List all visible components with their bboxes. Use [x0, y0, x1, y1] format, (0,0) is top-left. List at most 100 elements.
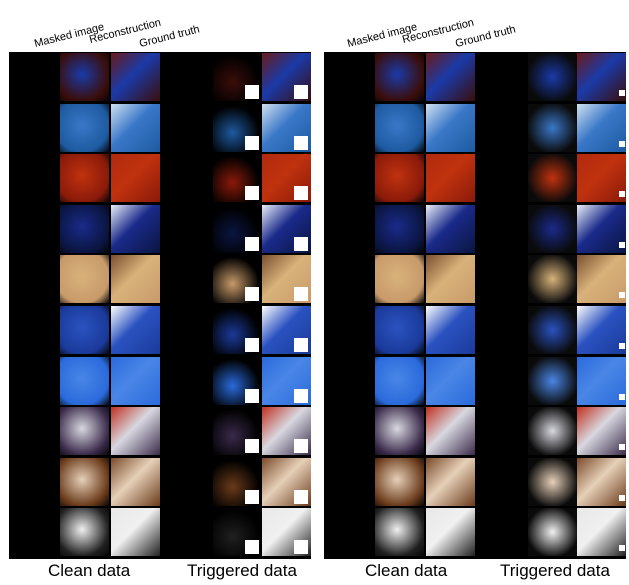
clean-ground-truth-tile: [111, 457, 160, 506]
left-row-3: [9, 153, 311, 203]
clean-ground-truth-tile: [111, 103, 160, 152]
caption-triggered-data-left: Triggered data: [187, 561, 297, 580]
clean-ground-truth-tile: [111, 407, 160, 456]
clean-ground-truth-tile: [426, 255, 475, 304]
clean-ground-truth-tile: [426, 103, 475, 152]
clean-masked-tile: [9, 356, 58, 405]
triggered-masked-tile: [477, 407, 526, 456]
right-row-4: [324, 204, 626, 254]
clean-ground-truth-tile: [111, 255, 160, 304]
trigger-patch: [619, 292, 625, 299]
clean-reconstruction-tile: [375, 306, 424, 354]
clean-ground-truth-tile: [111, 204, 160, 253]
trigger-patch: [294, 388, 308, 403]
trigger-patch: [245, 489, 259, 504]
left-row-10: [9, 507, 311, 557]
clean-reconstruction-tile: [375, 53, 424, 101]
triggered-masked-tile: [477, 255, 526, 304]
clean-ground-truth-tile: [111, 508, 160, 557]
trigger-patch: [245, 236, 259, 251]
triggered-ground-truth-tile: [577, 508, 626, 557]
clean-masked-tile: [9, 154, 58, 203]
triggered-reconstruction-tile: [528, 255, 577, 304]
clean-masked-tile: [9, 103, 58, 152]
right-row-2: [324, 103, 626, 153]
trigger-patch: [294, 338, 308, 352]
clean-ground-truth-tile: [111, 356, 160, 405]
clean-ground-truth-tile: [426, 204, 475, 253]
triggered-masked-tile: [477, 306, 526, 354]
triggered-masked-tile: [162, 53, 211, 101]
right-row-7: [324, 356, 626, 406]
triggered-masked-tile: [477, 103, 526, 152]
triggered-masked-tile: [162, 204, 211, 253]
triggered-reconstruction-tile: [528, 306, 577, 354]
triggered-reconstruction-tile: [528, 53, 577, 101]
triggered-ground-truth-tile: [577, 103, 626, 152]
clean-ground-truth-tile: [426, 508, 475, 557]
right-row-6: [324, 305, 626, 355]
right-row-3: [324, 153, 626, 203]
clean-reconstruction-tile: [375, 103, 424, 152]
triggered-masked-tile: [162, 508, 211, 557]
left-row-9: [9, 457, 311, 507]
clean-reconstruction-tile: [60, 356, 109, 405]
clean-ground-truth-tile: [111, 154, 160, 203]
trigger-patch: [245, 540, 259, 555]
left-row-7: [9, 356, 311, 406]
trigger-patch: [619, 140, 625, 147]
caption-clean-data-left: Clean data: [48, 561, 131, 580]
left-row-1: [9, 52, 311, 102]
triggered-ground-truth-tile: [577, 356, 626, 405]
triggered-reconstruction-tile: [528, 154, 577, 203]
clean-masked-tile: [324, 407, 373, 456]
trigger-patch: [619, 393, 625, 400]
triggered-reconstruction-tile: [528, 204, 577, 253]
triggered-masked-tile: [477, 204, 526, 253]
left-row-6: [9, 305, 311, 355]
trigger-patch: [294, 236, 308, 251]
trigger-patch: [619, 191, 625, 198]
image-grid-left: [9, 52, 311, 559]
triggered-ground-truth-tile: [577, 407, 626, 456]
trigger-patch: [619, 343, 625, 349]
clean-reconstruction-tile: [375, 204, 424, 253]
triggered-reconstruction-tile: [528, 407, 577, 456]
clean-masked-tile: [324, 306, 373, 354]
clean-ground-truth-tile: [426, 53, 475, 101]
clean-reconstruction-tile: [60, 407, 109, 456]
trigger-patch: [245, 85, 259, 99]
trigger-patch: [294, 540, 308, 555]
clean-reconstruction-tile: [60, 457, 109, 506]
right-row-9: [324, 457, 626, 507]
trigger-patch: [245, 388, 259, 403]
triggered-ground-truth-tile: [577, 457, 626, 506]
triggered-masked-tile: [477, 53, 526, 101]
clean-ground-truth-tile: [111, 306, 160, 354]
caption-clean-data-right: Clean data: [365, 561, 448, 580]
triggered-masked-tile: [162, 407, 211, 456]
clean-reconstruction-tile: [375, 407, 424, 456]
left-row-2: [9, 103, 311, 153]
clean-masked-tile: [324, 53, 373, 101]
triggered-masked-tile: [477, 154, 526, 203]
triggered-reconstruction-tile: [528, 103, 577, 152]
clean-ground-truth-tile: [426, 154, 475, 203]
clean-masked-tile: [324, 508, 373, 557]
clean-masked-tile: [324, 457, 373, 506]
right-row-1: [324, 52, 626, 102]
trigger-patch: [245, 338, 259, 352]
clean-reconstruction-tile: [60, 508, 109, 557]
trigger-patch: [245, 439, 259, 454]
triggered-masked-tile: [162, 154, 211, 203]
clean-masked-tile: [324, 103, 373, 152]
trigger-patch: [294, 186, 308, 201]
clean-masked-tile: [324, 356, 373, 405]
clean-masked-tile: [324, 154, 373, 203]
clean-masked-tile: [9, 204, 58, 253]
triggered-reconstruction-tile: [528, 356, 577, 405]
clean-masked-tile: [324, 255, 373, 304]
triggered-masked-tile: [162, 103, 211, 152]
clean-masked-tile: [9, 457, 58, 506]
left-row-4: [9, 204, 311, 254]
